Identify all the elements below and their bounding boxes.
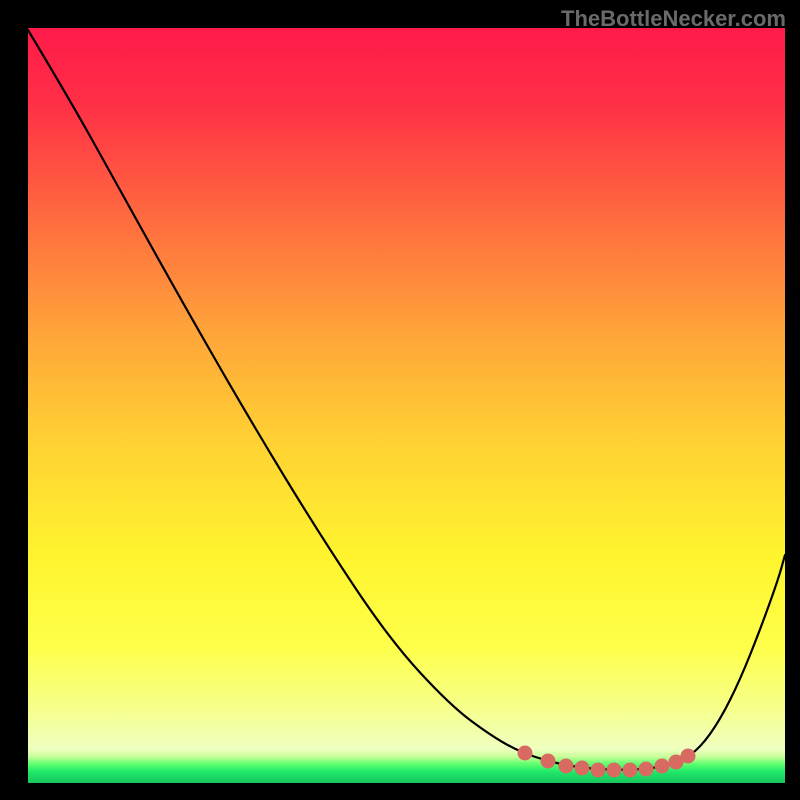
optimal-zone-dot [541, 754, 556, 769]
bottleneck-curve [28, 30, 785, 770]
optimal-zone-dot [591, 763, 606, 778]
optimal-zone-dot [575, 761, 590, 776]
watermark-text: TheBottleNecker.com [561, 6, 786, 32]
optimal-zone-dot [518, 746, 533, 761]
optimal-zone-dot [623, 763, 638, 778]
optimal-zone-dot [655, 759, 670, 774]
optimal-zone-dot [607, 763, 622, 778]
optimal-zone-dot [681, 749, 696, 764]
curve-overlay [0, 0, 800, 800]
optimal-zone-dot [639, 762, 654, 777]
optimal-zone-dot [559, 759, 574, 774]
chart-container: TheBottleNecker.com [0, 0, 800, 800]
